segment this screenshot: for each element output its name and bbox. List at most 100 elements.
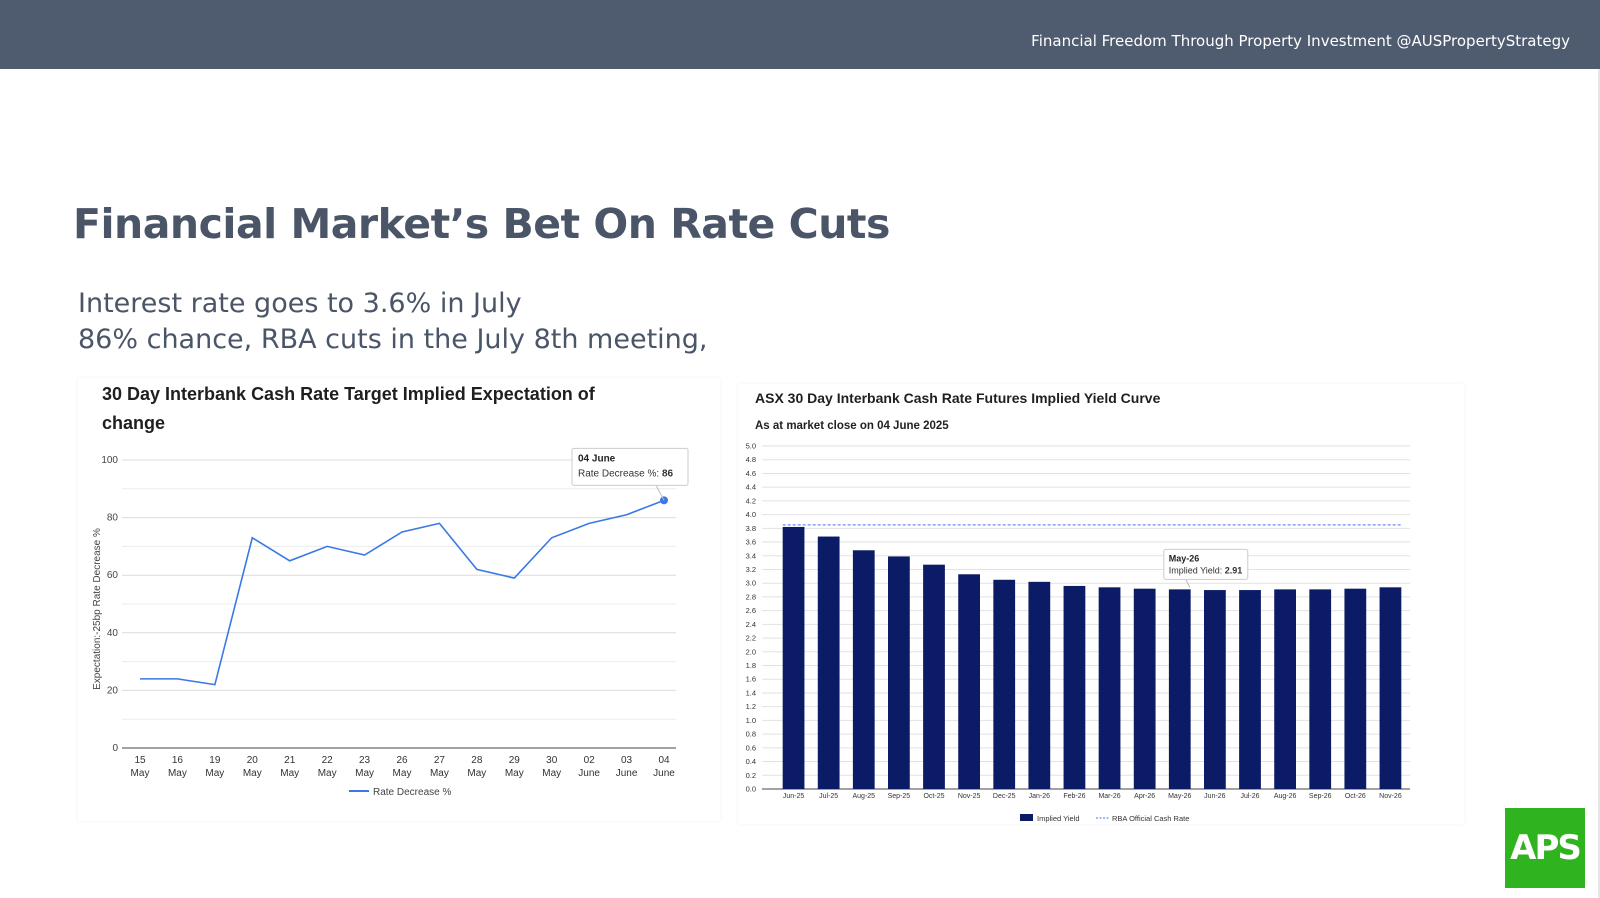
y-tick-label: 1.4 <box>746 688 756 697</box>
line-chart-title-line-1: 30 Day Interbank Cash Rate Target Implie… <box>102 384 596 404</box>
bar-chart-tooltip: May-26 Implied Yield: 2.91 <box>1163 548 1249 588</box>
line-chart-card: 30 Day Interbank Cash Rate Target Implie… <box>78 378 720 821</box>
x-tick-label: 28 <box>471 755 483 766</box>
legend-rate-decrease: Rate Decrease % <box>373 787 451 798</box>
tooltip-label: Rate Decrease %: <box>578 468 662 479</box>
y-tick-label: 4.0 <box>746 510 756 519</box>
y-tick-label: 0.8 <box>746 730 756 739</box>
bar-chart-card: ASX 30 Day Interbank Cash Rate Futures I… <box>738 384 1464 824</box>
x-tick-label: Apr-26 <box>1134 793 1155 800</box>
y-tick-label: 2.8 <box>746 592 756 601</box>
x-tick-label: May-26 <box>1168 793 1191 800</box>
x-tick-label: 22 <box>322 755 334 766</box>
subtitle-line-2: 86% chance, RBA cuts in the July 8th mee… <box>78 324 708 355</box>
line-chart-legend: Rate Decrease % <box>349 787 451 798</box>
bar-implied-yield[interactable] <box>1098 587 1121 789</box>
x-tick-label: 20 <box>247 755 259 766</box>
bar-implied-yield[interactable] <box>958 574 980 789</box>
x-tick-label: 26 <box>396 755 408 766</box>
y-tick-label: 2.0 <box>746 647 756 656</box>
line-series-rate-decrease <box>140 499 665 686</box>
x-tick-label: Dec-25 <box>993 793 1016 800</box>
y-tick-label: 1.8 <box>746 661 756 670</box>
x-tick-label: May <box>131 768 150 779</box>
legend-rba-rate: RBA Official Cash Rate <box>1112 814 1189 823</box>
x-tick-label: Oct-25 <box>923 793 944 800</box>
x-tick-label: 04 <box>658 755 670 766</box>
bar-implied-yield[interactable] <box>1344 588 1367 789</box>
bar-implied-yield[interactable] <box>993 579 1016 789</box>
y-tick-label: 1.0 <box>746 716 756 725</box>
x-tick-label: Sep-25 <box>888 793 911 800</box>
x-tick-label: 19 <box>209 755 221 766</box>
bar-implied-yield[interactable] <box>1309 589 1332 789</box>
y-tick-label: 80 <box>107 513 119 524</box>
bar-tooltip-title: May-26 <box>1169 553 1200 563</box>
x-tick-label: Nov-25 <box>958 793 981 800</box>
x-tick-label: Nov-26 <box>1379 793 1402 800</box>
x-tick-label: 15 <box>134 755 146 766</box>
line-point[interactable] <box>660 496 668 505</box>
x-tick-label: Jun-25 <box>783 793 805 800</box>
x-tick-label: May <box>168 768 187 779</box>
bar-implied-yield[interactable] <box>1168 589 1191 789</box>
x-tick-label: 16 <box>172 755 184 766</box>
tooltip-value: 86 <box>662 468 674 479</box>
y-tick-label: 3.6 <box>746 538 756 547</box>
y-tick-label: 2.2 <box>746 634 756 643</box>
y-tick-label: 3.8 <box>746 524 756 533</box>
x-tick-label: May <box>318 768 337 779</box>
x-tick-label: 29 <box>509 755 521 766</box>
bar-implied-yield[interactable] <box>888 556 910 789</box>
y-tick-label: 4.4 <box>746 483 756 492</box>
tooltip-title: 04 June <box>578 453 616 464</box>
bar-implied-yield[interactable] <box>1204 590 1226 789</box>
x-tick-label: Aug-26 <box>1274 793 1297 800</box>
bar-chart-subtitle: As at market close on 04 June 2025 <box>755 420 949 432</box>
line-chart-y-axis-label: Expectation:-25bp Rate Decrease % <box>92 528 103 690</box>
page-edge <box>1598 69 1600 898</box>
y-tick-label: 1.6 <box>746 675 756 684</box>
y-tick-label: 3.4 <box>746 551 756 560</box>
bar-implied-yield[interactable] <box>852 550 875 789</box>
bar-implied-yield[interactable] <box>1133 588 1156 789</box>
bar-chart-title: ASX 30 Day Interbank Cash Rate Futures I… <box>755 390 1161 406</box>
bar-implied-yield[interactable] <box>1028 581 1051 789</box>
bar-implied-yield[interactable] <box>1239 590 1261 789</box>
y-tick-label: 100 <box>101 455 118 466</box>
x-tick-label: May <box>205 768 224 779</box>
line-chart-title-line-2: change <box>102 413 165 433</box>
y-tick-label: 1.2 <box>746 702 756 711</box>
bar-implied-yield[interactable] <box>817 536 840 789</box>
x-tick-label: June <box>653 768 675 779</box>
bar-implied-yield[interactable] <box>1274 589 1296 789</box>
x-tick-label: May <box>542 768 561 779</box>
x-tick-label: Mar-26 <box>1098 793 1120 800</box>
header-text: Financial Freedom Through Property Inves… <box>1031 32 1570 50</box>
bar-tooltip-body: Implied Yield: 2.91 <box>1169 565 1243 575</box>
x-tick-label: 27 <box>434 755 446 766</box>
legend-implied-yield: Implied Yield <box>1037 814 1080 823</box>
y-tick-label: 3.2 <box>746 565 756 574</box>
subtitle: Interest rate goes to 3.6% in July 86% c… <box>78 286 708 358</box>
y-tick-label: 40 <box>107 628 119 639</box>
line-chart: 30 Day Interbank Cash Rate Target Implie… <box>92 384 689 798</box>
x-tick-label: May <box>505 768 524 779</box>
bar-implied-yield[interactable] <box>1063 585 1086 789</box>
y-tick-label: 2.4 <box>746 620 756 629</box>
header-bar: Financial Freedom Through Property Inves… <box>0 0 1600 69</box>
y-tick-label: 0.2 <box>746 771 756 780</box>
x-tick-label: May <box>393 768 412 779</box>
bar-implied-yield[interactable] <box>923 564 945 789</box>
x-tick-label: June <box>616 768 638 779</box>
y-tick-label: 20 <box>107 685 119 696</box>
y-tick-label: 0 <box>112 743 118 754</box>
x-tick-label: 23 <box>359 755 371 766</box>
x-tick-label: 02 <box>584 755 596 766</box>
bar-implied-yield[interactable] <box>1379 587 1402 789</box>
page-title: Financial Market’s Bet On Rate Cuts <box>73 200 890 248</box>
legend-bar-swatch <box>1020 814 1033 821</box>
aps-logo: APS <box>1505 808 1585 888</box>
bar-implied-yield[interactable] <box>782 526 805 789</box>
x-tick-label: Jan-26 <box>1029 793 1051 800</box>
